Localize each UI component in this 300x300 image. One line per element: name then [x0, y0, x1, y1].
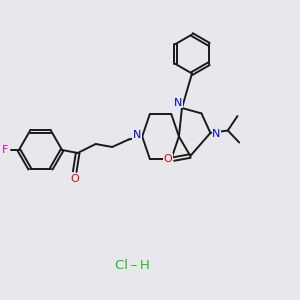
Text: N: N — [212, 129, 220, 140]
Text: F: F — [2, 145, 8, 155]
Text: O: O — [70, 174, 79, 184]
Text: O: O — [164, 154, 172, 164]
Text: N: N — [174, 98, 182, 108]
Text: Cl – H: Cl – H — [115, 259, 149, 272]
Text: N: N — [133, 130, 141, 140]
